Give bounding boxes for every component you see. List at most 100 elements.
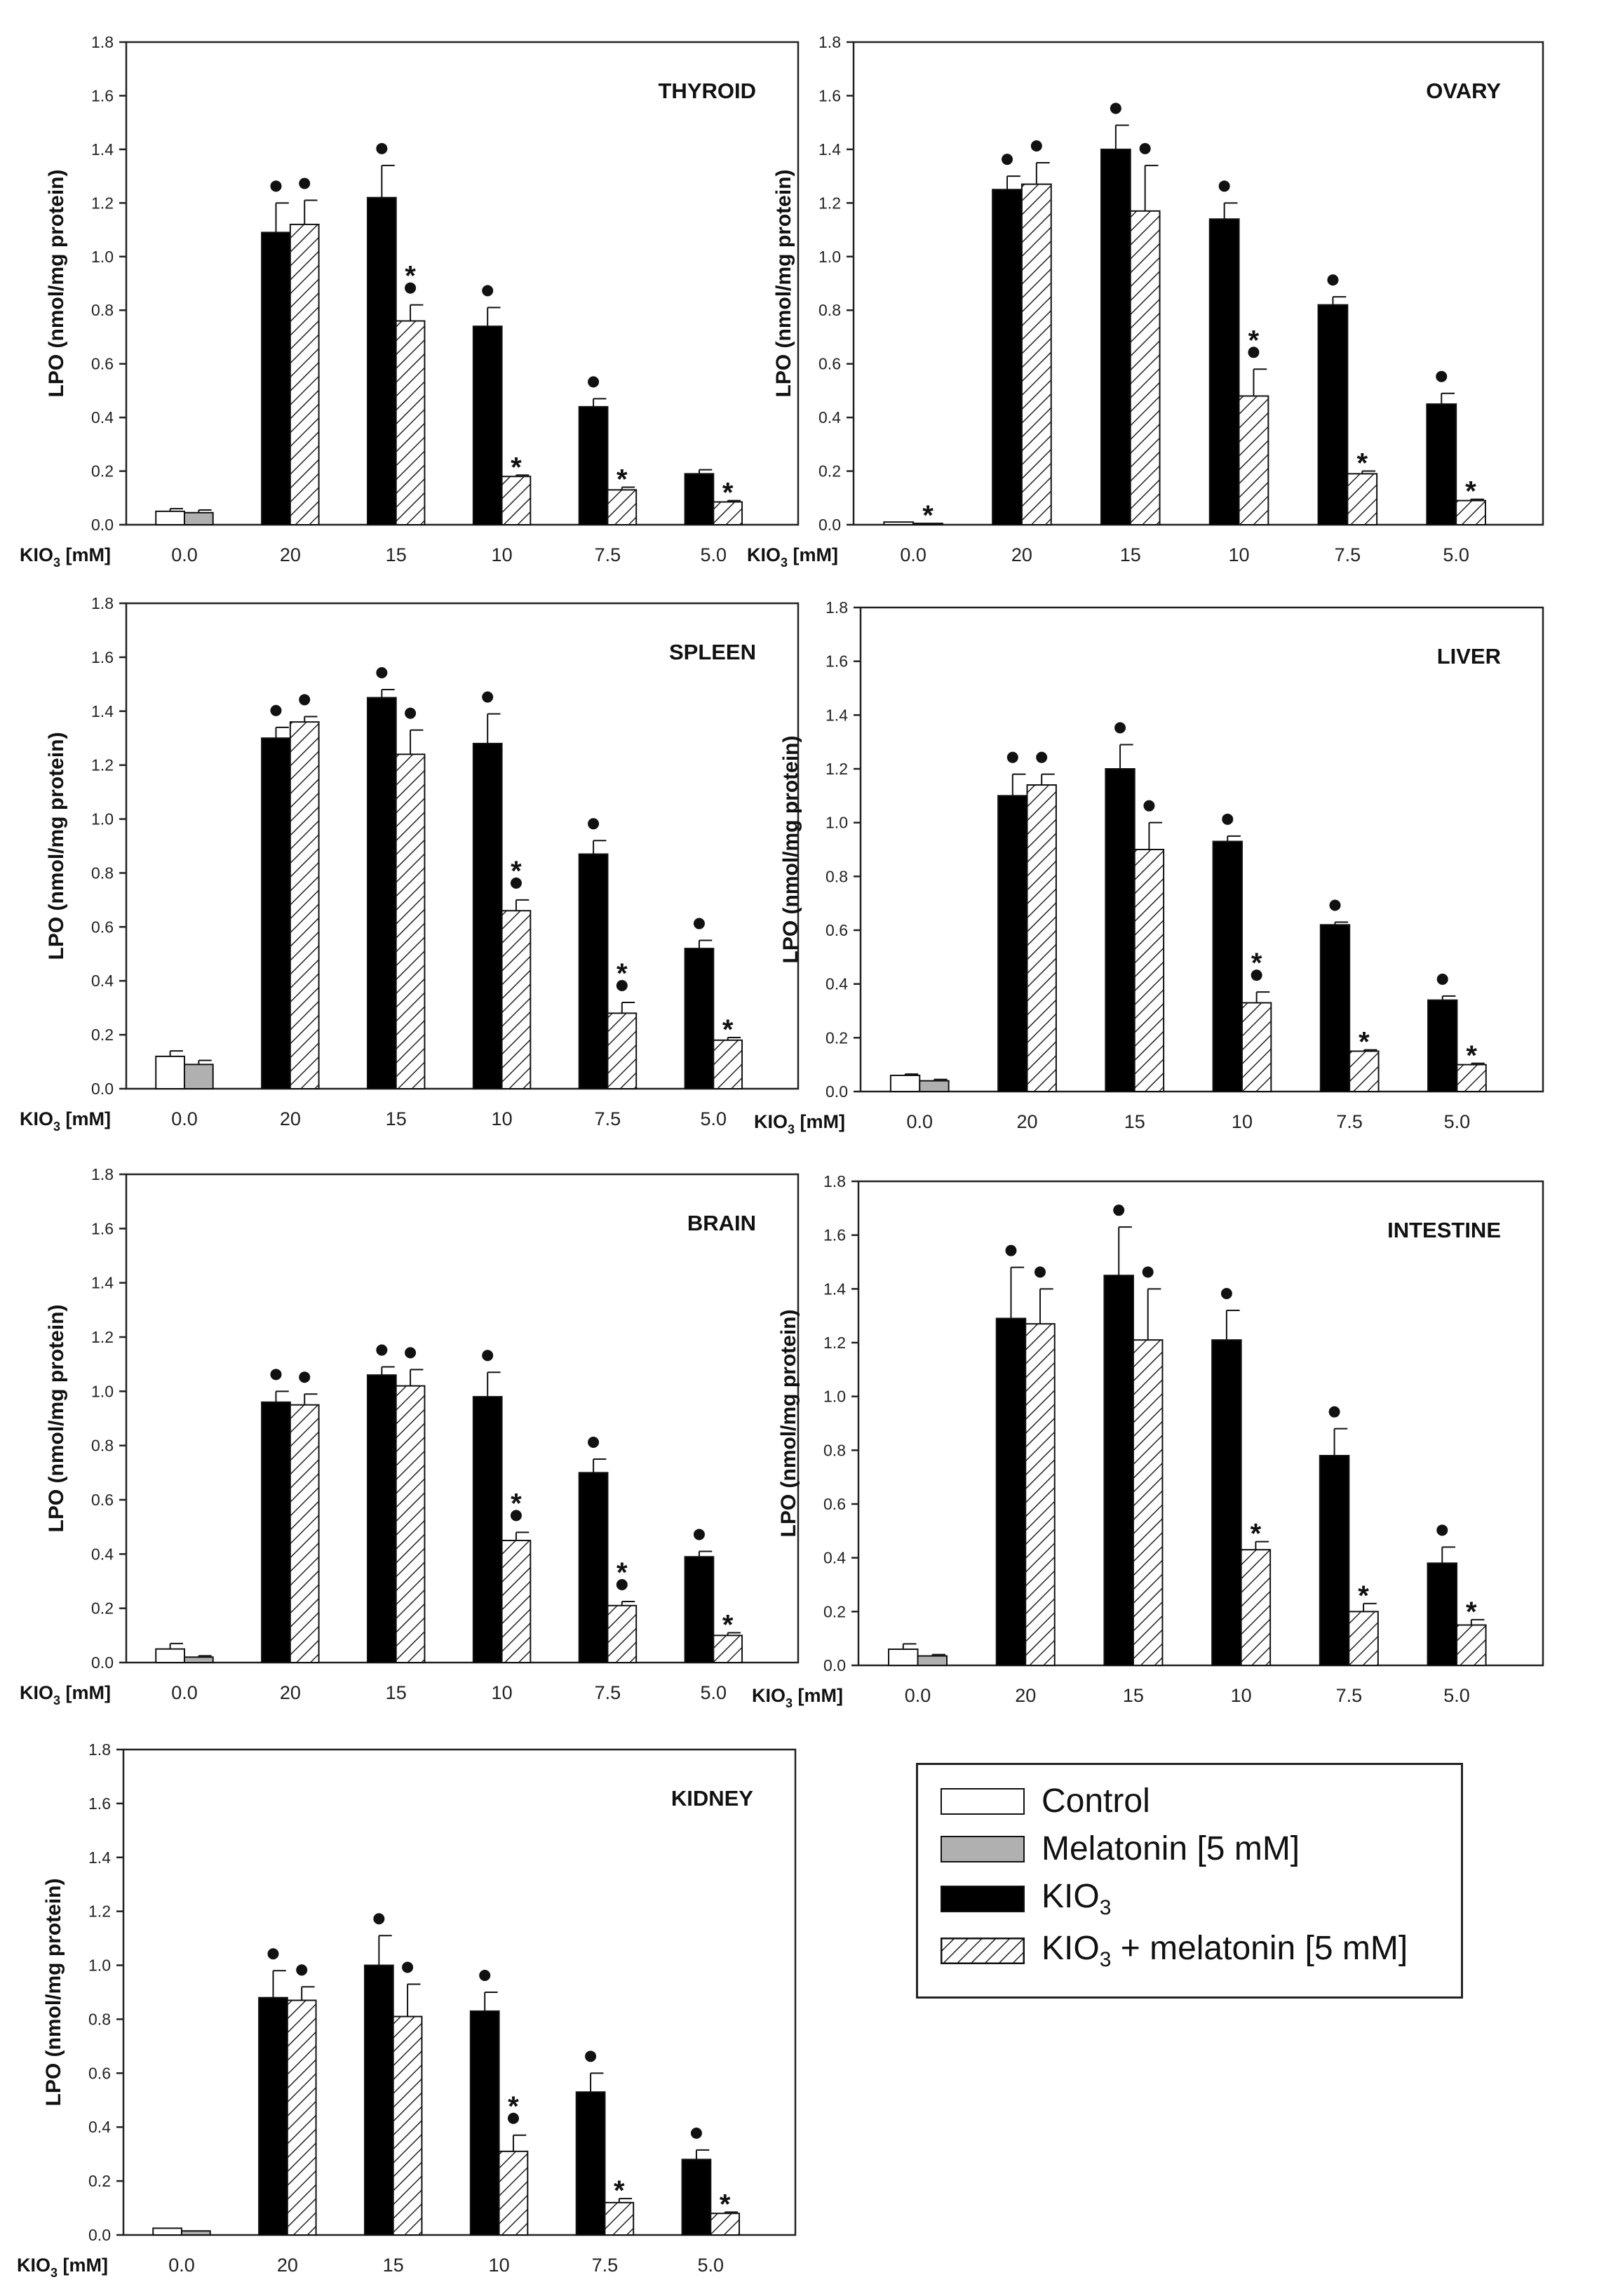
kidney-significance-dot: [479, 1970, 491, 1981]
ovary-y-tick-label: 0.4: [818, 408, 841, 427]
brain-bar: [183, 1656, 214, 1663]
spleen-significance-dot: [299, 694, 311, 706]
kidney-y-tick-label: 0.0: [88, 2226, 111, 2244]
intestine-bar: [917, 1655, 948, 1666]
thyroid-y-tick-label: 1.6: [91, 86, 114, 105]
intestine-bar: [1132, 1339, 1164, 1666]
legend-swatch-kio3: [941, 1885, 1025, 1912]
intestine-plot-frame: [857, 1180, 1544, 1667]
liver-y-tick-label: 0.4: [825, 975, 848, 993]
legend-label-melatonin: Melatonin [5 mM]: [1042, 1830, 1300, 1867]
spleen-significance-dot: [693, 918, 705, 929]
spleen-y-tick-label: 0.2: [91, 1026, 114, 1044]
thyroid-significance-dot: [482, 285, 494, 297]
brain-bar: [501, 1540, 532, 1663]
ovary-bar: [992, 189, 1023, 525]
liver-x-tick-label: 5.0: [1444, 1111, 1471, 1132]
intestine-x-tick-label: 20: [1015, 1685, 1036, 1706]
kidney-significance-dot: [267, 1948, 279, 1960]
kidney-x-tick-label: 5.0: [698, 2255, 725, 2276]
brain-bar: [684, 1556, 715, 1663]
intestine-bar: [1348, 1611, 1379, 1666]
kidney-y-axis-label: LPO (nmol/mg protein): [42, 1879, 65, 2107]
kidney-significance-dot: [402, 1961, 414, 1973]
thyroid-significance-star: *: [722, 478, 734, 509]
ovary-bar: [1317, 304, 1349, 525]
brain-bar: [607, 1604, 638, 1664]
kidney-x-tick-label: 0.0: [168, 2255, 195, 2276]
liver-significance-star: *: [1359, 1027, 1370, 1058]
ovary-x-tick-label: 20: [1011, 544, 1032, 565]
brain-significance-dot: [299, 1371, 311, 1383]
liver-y-tick-label: 0.0: [825, 1082, 848, 1101]
thyroid-bar: [684, 473, 715, 526]
ovary-bar: [1347, 473, 1378, 526]
intestine-significance-dot: [1113, 1204, 1125, 1216]
thyroid-y-tick-label: 1.4: [91, 140, 114, 159]
spleen-significance-dot: [510, 877, 522, 889]
legend-swatch-control: [941, 1787, 1025, 1815]
thyroid-x-tick-label: 0.0: [171, 544, 198, 565]
intestine-panel-title: INTESTINE: [1387, 1218, 1501, 1242]
liver-bar: [1349, 1050, 1380, 1092]
legend: Control Melatonin [5 mM] KIO3 KIO3 + mel…: [916, 1763, 1463, 1999]
intestine-significance-dot: [1142, 1266, 1154, 1278]
intestine-significance-star: *: [1251, 1519, 1262, 1550]
brain-y-tick-label: 0.2: [91, 1599, 114, 1618]
kidney-bar: [681, 2159, 712, 2236]
ovary-plot-frame: [852, 41, 1544, 526]
ovary-x-tick-label: 15: [1120, 544, 1141, 565]
kidney-bar: [575, 2091, 606, 2236]
kidney-y-tick-label: 1.6: [88, 1794, 111, 1813]
liver-bar: [1026, 784, 1057, 1092]
spleen-y-tick-label: 1.8: [91, 594, 114, 612]
intestine-y-tick-label: 0.0: [823, 1656, 846, 1674]
ovary-panel-title: OVARY: [1426, 79, 1501, 103]
liver-x-tick-label: 7.5: [1336, 1111, 1363, 1132]
liver-x-tick-label: 20: [1016, 1111, 1037, 1132]
ovary-significance-star: *: [922, 500, 934, 531]
ovary-significance-dot: [1218, 180, 1230, 192]
thyroid-significance-star: *: [405, 261, 416, 292]
ovary-bar: [1129, 210, 1161, 525]
spleen-x-tick-label: 20: [280, 1108, 301, 1129]
kidney-bar: [180, 2230, 211, 2236]
brain-y-tick-label: 1.0: [91, 1382, 114, 1400]
intestine-significance-star: *: [1358, 1580, 1369, 1611]
spleen-y-tick-label: 0.0: [91, 1080, 114, 1098]
liver-bar: [1241, 1002, 1272, 1092]
brain-y-tick-label: 1.4: [91, 1274, 114, 1292]
brain-significance-dot: [588, 1437, 600, 1448]
ovary-x-tick-label: 5.0: [1443, 544, 1469, 565]
kidney-bar: [286, 1999, 317, 2236]
ovary-y-tick-label: 1.2: [818, 194, 841, 212]
spleen-significance-dot: [588, 818, 600, 830]
ovary-significance-star: *: [1465, 476, 1476, 507]
ovary-y-tick-label: 0.2: [818, 462, 841, 481]
brain-significance-dot: [616, 1579, 628, 1590]
spleen-significance-dot: [405, 707, 417, 719]
ovary-bar: [1020, 183, 1052, 525]
kidney-y-tick-label: 0.2: [88, 2172, 111, 2190]
intestine-x-tick-label: 0.0: [905, 1685, 931, 1706]
liver-significance-dot: [1222, 813, 1234, 825]
kidney-significance-star: *: [614, 2175, 625, 2206]
spleen-y-tick-label: 0.4: [91, 972, 114, 990]
thyroid-bar: [289, 223, 320, 525]
spleen-y-tick-label: 0.8: [91, 864, 114, 882]
ovary-y-tick-label: 0.8: [818, 301, 841, 319]
brain-bar: [578, 1472, 609, 1663]
thyroid-x-tick-label: 5.0: [701, 544, 727, 565]
spleen-significance-dot: [376, 667, 388, 679]
spleen-significance-dot: [616, 979, 628, 991]
brain-significance-star: *: [722, 1609, 734, 1640]
intestine-x-tick-label: 10: [1231, 1685, 1252, 1706]
legend-swatch-kio3-melatonin: [941, 1937, 1025, 1964]
ovary-bar: [1238, 395, 1269, 525]
thyroid-y-tick-label: 0.4: [91, 408, 114, 427]
kidney-x-tick-label: 20: [277, 2255, 298, 2276]
thyroid-panel-title: THYROID: [659, 79, 757, 103]
ovary-bar: [1208, 218, 1240, 525]
kidney-y-tick-label: 1.2: [88, 1902, 111, 1921]
liver-y-tick-label: 1.4: [825, 706, 848, 724]
